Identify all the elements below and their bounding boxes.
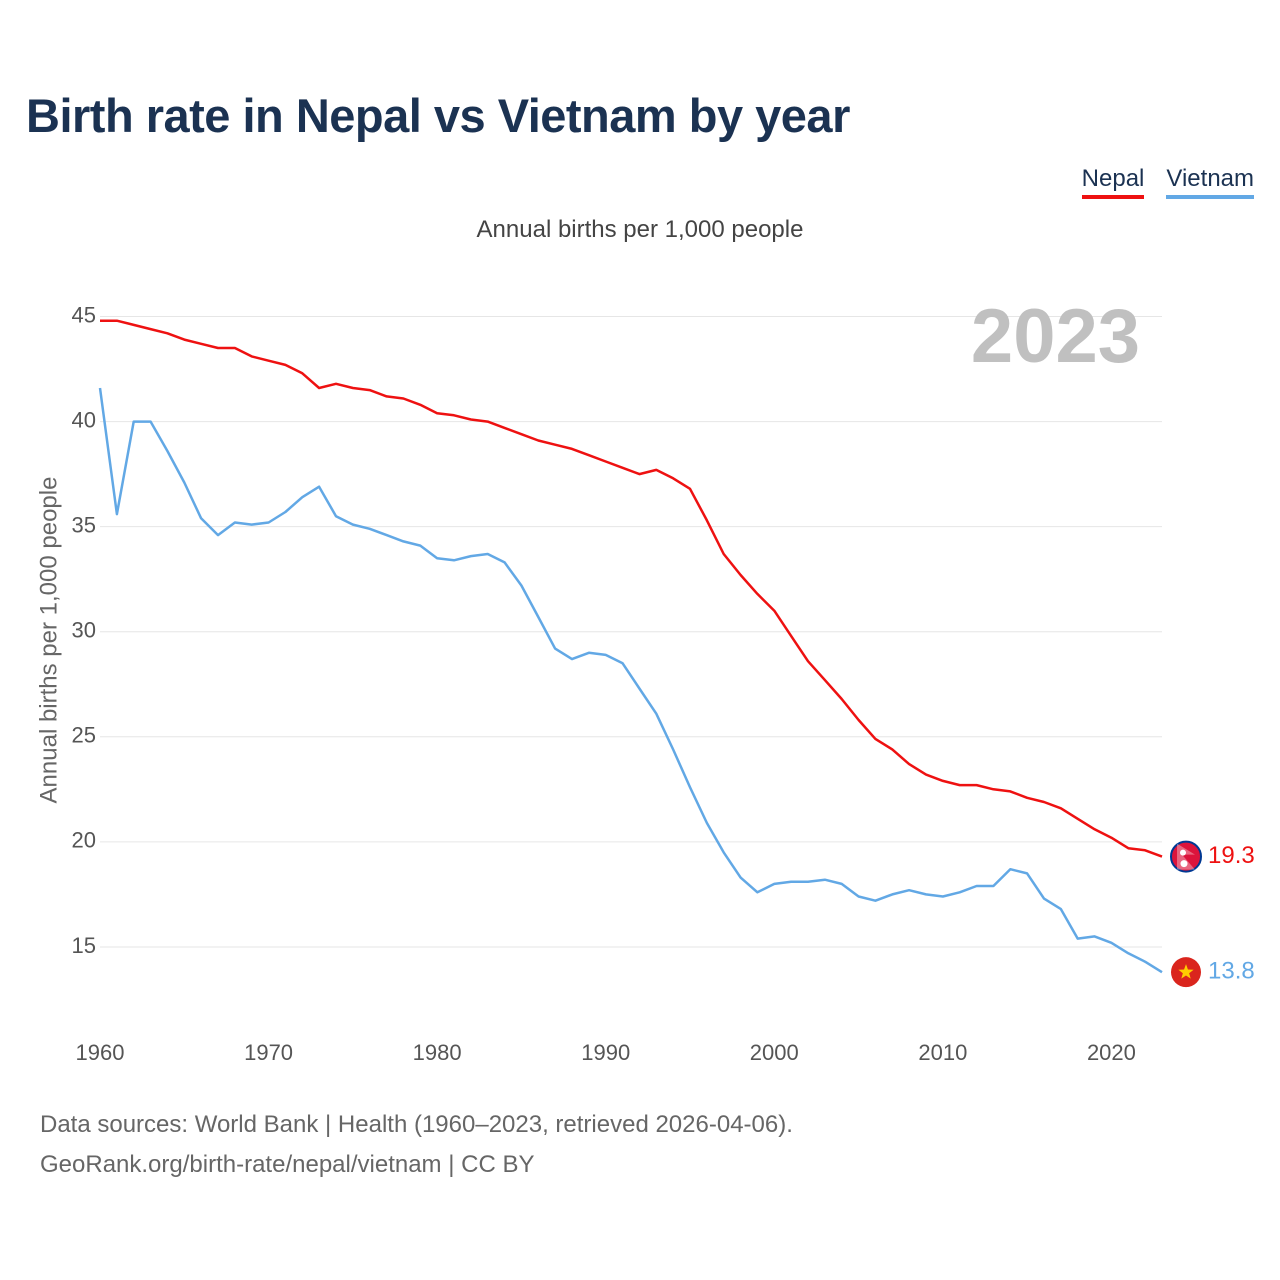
series-line-nepal[interactable] (100, 319, 1163, 858)
x-tick-label: 2010 (918, 1040, 967, 1065)
nepal-flag-icon (1170, 840, 1202, 873)
x-tick-label: 1960 (76, 1040, 125, 1065)
vietnam-flag-icon (1171, 957, 1201, 988)
grid-lines (100, 316, 1162, 948)
chart-subtitle: Annual births per 1,000 people (476, 216, 804, 243)
series-lines (98, 319, 1163, 974)
y-tick-label: 25 (72, 723, 96, 748)
x-axis-ticks: 1960 1970 1980 1990 2000 2010 2020 (76, 1040, 1136, 1065)
end-value-label-vietnam: 13.8 (1208, 958, 1255, 985)
x-tick-label: 1980 (413, 1040, 462, 1065)
y-tick-label: 20 (72, 828, 96, 853)
year-marker: 2023 (971, 294, 1140, 379)
x-tick-label: 1970 (244, 1040, 293, 1065)
end-markers: 19.3 13.8 (1170, 840, 1255, 988)
source-line-2[interactable]: GeoRank.org/birth-rate/nepal/vietnam | C… (40, 1151, 535, 1178)
y-axis-ticks: 15 20 25 30 35 40 45 (72, 302, 96, 957)
y-tick-label: 35 (72, 512, 96, 537)
y-tick-label: 30 (72, 618, 96, 643)
x-tick-label: 2000 (750, 1040, 799, 1065)
legend: Nepal Vietnam (1081, 165, 1254, 199)
series-line-vietnam[interactable] (98, 387, 1163, 974)
x-tick-label: 1990 (581, 1040, 630, 1065)
source-note: Data sources: World Bank | Health (1960–… (40, 1105, 793, 1185)
legend-item-nepal[interactable]: Nepal (1081, 165, 1145, 199)
y-axis-label: Annual births per 1,000 people (35, 477, 62, 804)
end-value-label-nepal: 19.3 (1208, 842, 1255, 869)
y-tick-label: 45 (72, 302, 96, 327)
x-tick-label: 2020 (1087, 1040, 1136, 1065)
legend-item-vietnam[interactable]: Vietnam (1166, 165, 1254, 199)
y-tick-label: 40 (72, 407, 96, 432)
source-line-1: Data sources: World Bank | Health (1960–… (40, 1111, 793, 1138)
y-tick-label: 15 (72, 933, 96, 958)
chart-title: Birth rate in Nepal vs Vietnam by year (26, 89, 850, 142)
